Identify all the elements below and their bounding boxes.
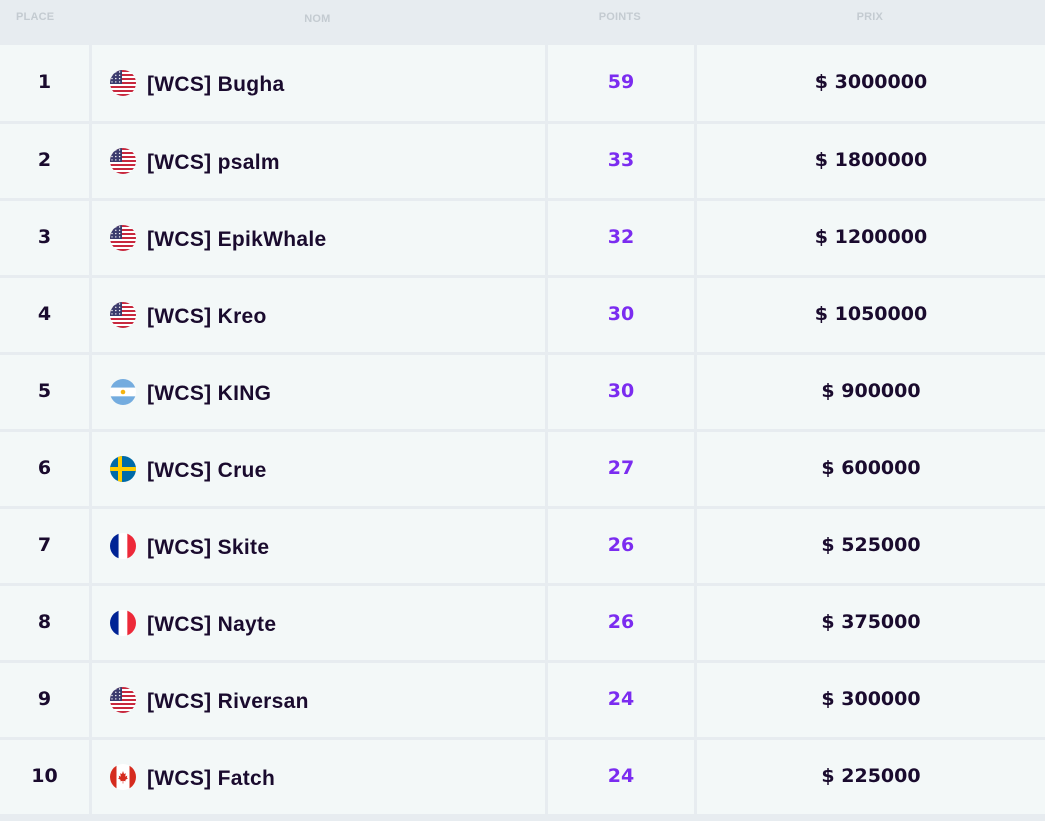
us-flag-icon (110, 687, 136, 713)
points-cell: 32 (548, 201, 694, 275)
header-place: PLACE (16, 11, 55, 23)
player-name: [WCS] Nayte (147, 612, 277, 636)
place-cell: 6 (0, 432, 89, 506)
canada-flag-icon (110, 764, 136, 790)
header-prix: PRIX (856, 11, 884, 23)
table-row: 4 [WCS] Kreo 30 $ 1050000 (0, 278, 1045, 352)
player-name: [WCS] Skite (147, 535, 270, 559)
prize-cell: $ 525000 (697, 509, 1045, 583)
place-cell: 4 (0, 278, 89, 352)
argentina-flag-icon (110, 379, 136, 405)
player-name: [WCS] Fatch (147, 766, 276, 790)
points-cell: 27 (548, 432, 694, 506)
place-cell: 1 (0, 45, 89, 121)
place-cell: 5 (0, 355, 89, 429)
player-name: [WCS] psalm (147, 150, 280, 174)
place-cell: 9 (0, 663, 89, 737)
prize-cell: $ 225000 (697, 740, 1045, 814)
table-row: 7 [WCS] Skite 26 $ 525000 (0, 509, 1045, 583)
prize-cell: $ 300000 (697, 663, 1045, 737)
player-name: [WCS] Kreo (147, 304, 267, 328)
points-cell: 59 (548, 45, 694, 121)
prize-cell: $ 600000 (697, 432, 1045, 506)
points-cell: 30 (548, 355, 694, 429)
table-row: 6 [WCS] Crue 27 $ 600000 (0, 432, 1045, 506)
us-flag-icon (110, 148, 136, 174)
points-cell: 24 (548, 740, 694, 814)
table-row: 10 [WCS] Fatch 24 $ 225000 (0, 740, 1045, 814)
points-cell: 26 (548, 509, 694, 583)
us-flag-icon (110, 225, 136, 251)
points-cell: 26 (548, 586, 694, 660)
player-cell: [WCS] Skite (92, 509, 545, 583)
place-cell: 7 (0, 509, 89, 583)
place-cell: 3 (0, 201, 89, 275)
table-body: 1 [WCS] Bugha 59 $ 3000000 2 [WCS] psalm… (0, 45, 1045, 814)
table-header: PLACE NOM POINTS PRIX (0, 0, 1045, 45)
player-cell: [WCS] psalm (92, 124, 545, 198)
prize-cell: $ 1200000 (697, 201, 1045, 275)
prize-cell: $ 900000 (697, 355, 1045, 429)
player-cell: [WCS] Nayte (92, 586, 545, 660)
us-flag-icon (110, 302, 136, 328)
sweden-flag-icon (110, 456, 136, 482)
prize-cell: $ 375000 (697, 586, 1045, 660)
prize-cell: $ 3000000 (697, 45, 1045, 121)
player-cell: [WCS] KING (92, 355, 545, 429)
france-flag-icon (110, 610, 136, 636)
player-cell: [WCS] EpikWhale (92, 201, 545, 275)
player-cell: [WCS] Riversan (92, 663, 545, 737)
france-flag-icon (110, 533, 136, 559)
points-cell: 30 (548, 278, 694, 352)
us-flag-icon (110, 70, 136, 96)
prize-cell: $ 1800000 (697, 124, 1045, 198)
place-cell: 8 (0, 586, 89, 660)
player-cell: [WCS] Bugha (92, 45, 545, 121)
header-nom: NOM (304, 13, 331, 25)
table-row: 8 [WCS] Nayte 26 $ 375000 (0, 586, 1045, 660)
points-cell: 33 (548, 124, 694, 198)
table-row: 5 [WCS] KING 30 $ 900000 (0, 355, 1045, 429)
player-cell: [WCS] Fatch (92, 740, 545, 814)
table-row: 3 [WCS] EpikWhale 32 $ 1200000 (0, 201, 1045, 275)
player-name: [WCS] Crue (147, 458, 267, 482)
player-name: [WCS] Riversan (147, 689, 309, 713)
player-cell: [WCS] Kreo (92, 278, 545, 352)
player-name: [WCS] EpikWhale (147, 227, 327, 251)
header-points: POINTS (598, 11, 641, 23)
prize-cell: $ 1050000 (697, 278, 1045, 352)
place-cell: 2 (0, 124, 89, 198)
table-row: 9 [WCS] Riversan 24 $ 300000 (0, 663, 1045, 737)
table-row: 2 [WCS] psalm 33 $ 1800000 (0, 124, 1045, 198)
player-name: [WCS] KING (147, 381, 272, 405)
player-name: [WCS] Bugha (147, 72, 285, 96)
place-cell: 10 (0, 740, 89, 814)
player-cell: [WCS] Crue (92, 432, 545, 506)
table-row: 1 [WCS] Bugha 59 $ 3000000 (0, 45, 1045, 121)
points-cell: 24 (548, 663, 694, 737)
